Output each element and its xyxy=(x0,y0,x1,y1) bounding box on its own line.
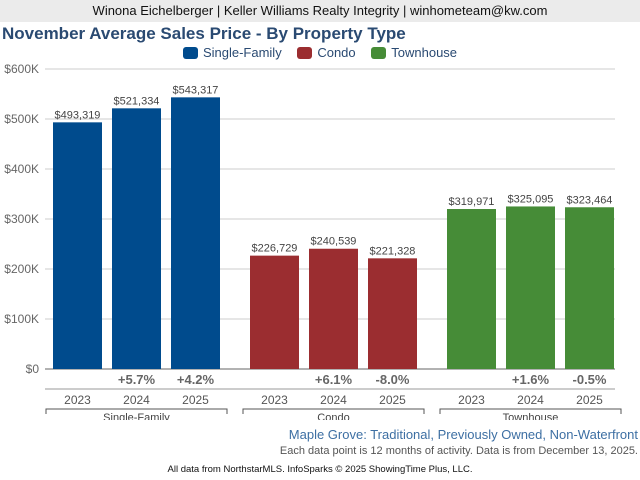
y-tick-label: $200K xyxy=(4,262,39,276)
legend-label: Single-Family xyxy=(202,45,282,60)
data-credit: All data from NorthstarMLS. InfoSparks ©… xyxy=(167,464,473,475)
data-label: $325,095 xyxy=(508,193,554,205)
group-label: Single-Family xyxy=(103,412,170,420)
group-label: Townhouse xyxy=(503,412,559,420)
legend-label: Townhouse xyxy=(391,45,458,60)
data-label: $221,328 xyxy=(370,245,416,257)
legend-swatch-condo xyxy=(297,46,313,59)
x-tick-label: 2024 xyxy=(517,393,544,407)
change-label: +1.6% xyxy=(512,372,550,387)
legend-item-townhouse[interactable]: Townhouse xyxy=(371,45,457,60)
chart-legend: Single-Family Condo Townhouse xyxy=(0,45,640,62)
bar-condo-2023 xyxy=(250,255,299,369)
bar-single-family-2024 xyxy=(112,108,161,369)
bar-chart: $0 $100K $200K $300K $400K $500K $600K $493,319… xyxy=(4,62,622,420)
chart-title: November Average Sales Price - By Proper… xyxy=(2,24,406,43)
change-label: +6.1% xyxy=(315,372,353,387)
bar-townhouse-2023 xyxy=(447,209,496,369)
data-label: $521,334 xyxy=(114,95,160,107)
change-label: -0.5% xyxy=(573,372,607,387)
data-label: $323,464 xyxy=(567,194,613,206)
bar-condo-2024 xyxy=(309,248,358,369)
x-tick-label: 2025 xyxy=(379,393,406,407)
agent-info-text: Winona Eichelberger | Keller Williams Re… xyxy=(92,3,548,18)
agent-info-bar: Winona Eichelberger | Keller Williams Re… xyxy=(0,0,640,22)
data-label: $226,729 xyxy=(252,243,298,255)
data-note: Each data point is 12 months of activity… xyxy=(279,445,638,457)
y-tick-label: $100K xyxy=(4,312,39,326)
change-label: +5.7% xyxy=(118,372,156,387)
group-bracket xyxy=(439,408,622,414)
y-tick-label: $500K xyxy=(4,112,39,126)
change-label: -8.0% xyxy=(376,372,410,387)
y-tick-label: $0 xyxy=(26,362,40,376)
data-label: $319,971 xyxy=(449,196,495,208)
group-bracket xyxy=(242,408,425,414)
x-tick-label: 2023 xyxy=(64,393,91,407)
x-tick-label: 2025 xyxy=(182,393,209,407)
bar-townhouse-2024 xyxy=(506,206,555,369)
y-tick-label: $300K xyxy=(4,212,39,226)
bar-single-family-2023 xyxy=(53,122,102,369)
legend-label: Condo xyxy=(317,45,356,60)
group-bracket xyxy=(45,408,228,414)
footer xyxy=(0,420,640,480)
data-label: $240,539 xyxy=(311,236,357,248)
x-tick-label: 2025 xyxy=(576,393,603,407)
x-tick-label: 2023 xyxy=(458,393,485,407)
change-label: +4.2% xyxy=(177,372,215,387)
x-tick-label: 2024 xyxy=(123,393,150,407)
legend-item-condo[interactable]: Condo xyxy=(297,45,356,60)
legend-swatch-townhouse xyxy=(371,46,387,59)
x-tick-label: 2024 xyxy=(320,393,347,407)
data-label: $493,319 xyxy=(55,109,101,121)
bar-townhouse-2025 xyxy=(565,207,614,369)
data-label: $543,317 xyxy=(173,84,219,96)
y-tick-label: $400K xyxy=(4,162,39,176)
y-tick-label: $600K xyxy=(4,62,39,76)
bar-single-family-2025 xyxy=(171,97,220,370)
legend-item-single-family[interactable]: Single-Family xyxy=(182,45,282,60)
x-tick-label: 2023 xyxy=(261,393,288,407)
group-label: Condo xyxy=(317,412,349,420)
bar-condo-2025 xyxy=(368,258,417,369)
chart-subtitle: Maple Grove: Traditional, Previously Own… xyxy=(288,427,638,442)
legend-swatch-single-family xyxy=(182,46,198,59)
